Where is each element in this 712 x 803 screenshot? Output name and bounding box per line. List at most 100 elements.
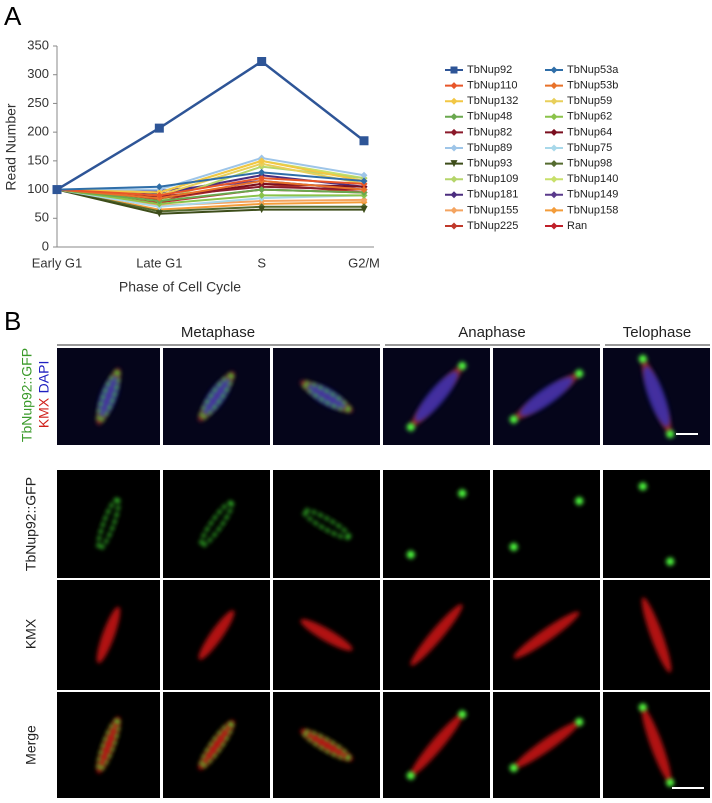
kmx-signal — [300, 619, 353, 651]
micrograph — [383, 470, 490, 578]
cell — [406, 710, 467, 780]
y-axis-label: Read Number — [3, 103, 19, 190]
legend-label: TbNup92 — [467, 64, 512, 76]
row-label: TbNup92::GFP — [19, 348, 35, 442]
gfp-signal — [96, 719, 121, 771]
marker — [52, 185, 62, 195]
phase-label: Metaphase — [181, 324, 255, 341]
marker — [360, 186, 368, 194]
marker — [155, 183, 163, 191]
micrograph — [603, 470, 710, 578]
series-line — [56, 188, 364, 205]
legend-label: TbNup48 — [467, 111, 512, 123]
legend-marker — [450, 97, 458, 105]
legend-label: TbNup98 — [567, 158, 612, 170]
cell — [198, 720, 235, 770]
marker — [359, 136, 369, 146]
dapi-signal — [643, 366, 670, 427]
x-tick-label: G2/M — [348, 255, 380, 270]
series-line — [57, 156, 365, 191]
kmx-signal — [198, 720, 235, 770]
micrographs — [57, 348, 712, 798]
y-tick-label: 150 — [27, 152, 49, 167]
legend-label: TbNup140 — [567, 173, 618, 185]
legend-label: TbNup59 — [567, 95, 612, 107]
legend-label: TbNup158 — [567, 204, 618, 216]
legend-marker — [450, 82, 458, 90]
gfp-signal — [406, 423, 415, 432]
cell — [300, 729, 353, 761]
row-label: TbNup92::GFP — [23, 477, 39, 571]
marker — [155, 210, 163, 218]
legend-label: TbNup181 — [467, 189, 518, 201]
series-line — [56, 188, 364, 213]
gfp-signal — [509, 415, 518, 424]
legend-marker — [550, 82, 558, 90]
legend-marker — [550, 113, 558, 121]
row-label-group: KMX DAPI — [36, 361, 52, 429]
marker — [360, 177, 368, 185]
row-label: KMX — [23, 618, 39, 649]
gfp-signal — [509, 763, 518, 772]
gfp-signal — [199, 373, 234, 420]
cell — [300, 380, 353, 413]
legend-marker — [450, 113, 458, 121]
x-tick-label: Early G1 — [32, 255, 83, 270]
gfp-signal — [302, 729, 351, 761]
legend-label: Ran — [567, 220, 587, 232]
dapi-signal — [202, 377, 231, 416]
kmx-signal — [641, 707, 672, 783]
series-line — [56, 171, 365, 191]
legend-marker — [550, 160, 558, 168]
series-line — [56, 159, 365, 194]
micrograph — [273, 470, 380, 578]
kmx-signal — [96, 606, 121, 664]
dapi-signal — [307, 383, 346, 410]
marker — [258, 157, 266, 165]
row-label: Merge — [23, 725, 39, 765]
row-label: KMX — [36, 397, 52, 428]
series-line — [56, 59, 365, 191]
legend-marker — [550, 191, 558, 199]
y-tick-label: 250 — [27, 95, 49, 110]
marker — [258, 186, 266, 194]
kmx-signal — [410, 714, 463, 776]
gfp-signal — [302, 381, 351, 412]
micrograph — [493, 470, 600, 578]
gfp-signal — [458, 361, 467, 370]
x-axis-label: Phase of Cell Cycle — [119, 279, 241, 295]
legend-marker — [550, 222, 558, 230]
x-tick-label: Late G1 — [136, 255, 182, 270]
y-tick-label: 50 — [35, 210, 49, 225]
panel-label: B — [4, 306, 21, 336]
cell — [638, 482, 675, 566]
legend-marker — [450, 222, 458, 230]
gfp-signal — [302, 508, 351, 540]
marker — [360, 171, 368, 179]
marker — [258, 174, 266, 182]
legend-label: TbNup89 — [467, 142, 512, 154]
phase-label: Anaphase — [458, 324, 526, 341]
legend-label: TbNup53b — [567, 80, 618, 92]
cell — [406, 361, 467, 432]
cell — [198, 610, 235, 660]
gfp-signal — [96, 498, 121, 550]
gfp-signal — [666, 430, 675, 439]
legend-marker — [550, 66, 558, 74]
legend-marker — [450, 66, 458, 74]
cell — [302, 508, 351, 540]
kmx-signal — [300, 729, 353, 761]
gfp-signal — [199, 722, 234, 768]
marker — [257, 57, 267, 67]
kmx-signal — [513, 721, 580, 769]
legend-marker — [550, 206, 558, 214]
x-tick-label: S — [257, 255, 266, 270]
gfp-signal — [406, 771, 415, 780]
legend-label: TbNup132 — [467, 95, 518, 107]
legend-marker — [450, 160, 458, 168]
legend-label: TbNup82 — [467, 126, 512, 138]
legend-label: TbNup75 — [567, 142, 612, 154]
cell — [96, 368, 121, 425]
gfp-signal — [458, 489, 467, 498]
